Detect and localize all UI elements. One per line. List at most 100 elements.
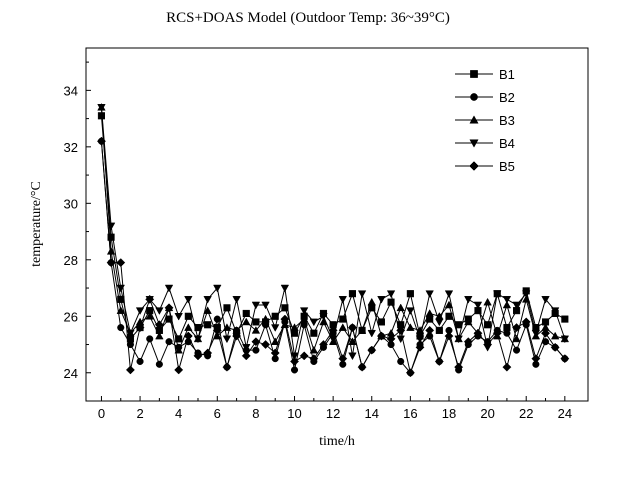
series-b5: [96, 136, 570, 378]
data-point-triangle-up: [550, 331, 560, 340]
x-tick-label: 24: [558, 406, 572, 421]
data-point-diamond: [405, 368, 415, 378]
data-point-triangle-down: [222, 335, 232, 344]
data-point-diamond: [463, 337, 473, 347]
data-point-triangle-up: [174, 345, 183, 354]
y-tick-label: 26: [64, 309, 78, 324]
x-tick-label: 10: [287, 406, 301, 421]
data-point-triangle-down: [155, 307, 164, 315]
data-point-triangle-down: [425, 290, 434, 298]
data-point-circle: [290, 366, 299, 374]
data-point-square: [339, 315, 347, 323]
data-point-triangle-down: [97, 104, 106, 112]
data-point-square: [310, 329, 318, 337]
data-point-circle: [513, 346, 521, 354]
data-point-diamond: [396, 325, 406, 335]
data-point-diamond: [444, 331, 454, 341]
data-point-diamond: [135, 323, 145, 333]
data-point-diamond: [174, 365, 184, 375]
data-point-triangle-up: [338, 323, 348, 331]
data-point-triangle-up: [242, 317, 251, 326]
data-point-diamond: [290, 356, 300, 366]
data-point-triangle-down: [469, 139, 479, 148]
data-point-triangle-down: [328, 335, 338, 344]
data-point-diamond: [203, 348, 213, 358]
data-point-triangle-down: [319, 312, 328, 321]
y-tick-label: 34: [64, 83, 78, 98]
data-point-triangle-down: [232, 296, 241, 304]
data-point-diamond: [183, 331, 193, 341]
data-point-triangle-up: [261, 314, 270, 323]
data-point-diamond: [154, 320, 164, 330]
data-point-triangle-down: [386, 290, 396, 298]
data-point-triangle-up: [155, 331, 164, 340]
x-tick-label: 6: [214, 406, 221, 421]
data-point-diamond: [469, 161, 479, 171]
legend-label: B3: [499, 113, 515, 128]
data-point-triangle-up: [184, 323, 193, 331]
x-tick-label: 14: [365, 406, 379, 421]
data-point-square: [484, 321, 492, 329]
data-point-diamond: [550, 342, 560, 352]
legend-item: B1: [455, 67, 515, 82]
data-point-square: [561, 315, 569, 323]
x-tick-label: 20: [480, 406, 494, 421]
data-point-triangle-down: [502, 296, 512, 304]
data-point-triangle-down: [184, 296, 193, 304]
data-point-diamond: [116, 258, 126, 268]
plot-frame: [85, 47, 589, 402]
data-point-triangle-down: [377, 296, 386, 304]
data-point-diamond: [357, 362, 367, 372]
data-point-circle: [146, 335, 154, 343]
data-point-triangle-up: [270, 337, 280, 345]
data-point-triangle-down: [126, 329, 135, 338]
data-point-diamond: [541, 328, 551, 338]
data-point-circle: [503, 329, 511, 337]
legend: B1 B2 B3 B4 B5: [455, 67, 515, 174]
data-point-diamond: [232, 331, 242, 341]
data-point-triangle-up: [203, 306, 212, 314]
data-point-triangle-down: [280, 284, 290, 293]
series-line: [100, 107, 565, 352]
data-point-triangle-down: [193, 335, 203, 344]
data-point-diamond: [212, 325, 222, 335]
data-point-square: [470, 70, 478, 78]
data-point-diamond: [328, 325, 338, 335]
data-point-triangle-down: [357, 290, 367, 298]
data-point-square: [165, 315, 173, 323]
data-point-triangle-down: [367, 329, 376, 338]
data-point-diamond: [106, 258, 116, 268]
data-point-triangle-down: [541, 296, 550, 304]
data-point-diamond: [309, 354, 319, 364]
data-point-triangle-down: [338, 296, 348, 304]
data-point-square: [252, 318, 260, 326]
data-point-diamond: [512, 323, 522, 333]
x-tick-label: 8: [252, 406, 259, 421]
data-point-diamond: [483, 340, 493, 349]
data-point-triangle-down: [415, 335, 425, 344]
data-point-diamond: [96, 136, 106, 146]
x-tick-label: 18: [442, 406, 456, 421]
data-point-diamond: [376, 331, 386, 341]
data-point-triangle-up: [502, 300, 512, 309]
data-point-square: [348, 290, 356, 298]
legend-label: B1: [499, 67, 515, 82]
data-point-square: [387, 298, 395, 306]
data-point-diamond: [251, 337, 261, 347]
data-point-diamond: [261, 340, 271, 349]
data-point-triangle-up: [309, 345, 319, 354]
data-point-triangle-down: [406, 307, 415, 315]
data-point-diamond: [367, 345, 377, 355]
data-point-circle: [155, 360, 163, 368]
legend-item: B5: [455, 159, 515, 174]
data-point-diamond: [473, 328, 483, 338]
data-point-square: [406, 290, 414, 298]
data-point-diamond: [415, 342, 425, 352]
data-point-triangle-up: [367, 297, 376, 306]
legend-item: B2: [455, 90, 515, 105]
legend-label: B5: [499, 159, 515, 174]
data-point-triangle-down: [473, 301, 483, 310]
data-point-circle: [213, 315, 221, 323]
data-point-diamond: [280, 314, 290, 324]
